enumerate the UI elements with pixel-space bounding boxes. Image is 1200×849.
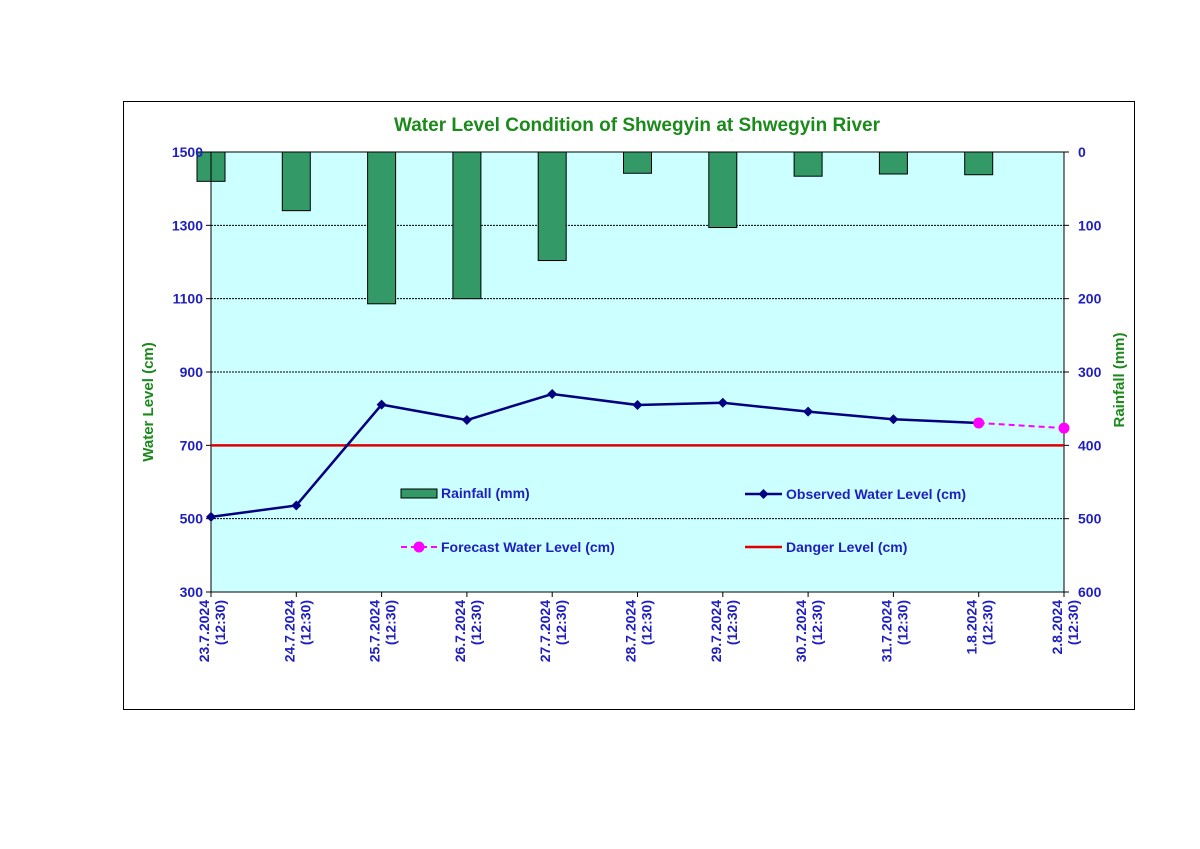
chart-title: Water Level Condition of Shwegyin at Shw… bbox=[394, 115, 881, 136]
y-left-tick-label: 500 bbox=[180, 511, 204, 527]
y-right-tick-label: 500 bbox=[1078, 511, 1102, 527]
observed-water-level-line bbox=[210, 392, 979, 519]
observed-point bbox=[632, 400, 643, 410]
rainfall-bar bbox=[537, 151, 567, 262]
rainfall-bar bbox=[452, 151, 482, 300]
rainfall-bar bbox=[964, 151, 994, 176]
legend-forecast-label: Forecast Water Level (cm) bbox=[441, 539, 615, 555]
y-right-tick-label: 200 bbox=[1078, 291, 1102, 307]
y-left-tick-label: 1500 bbox=[172, 144, 203, 160]
rainfall-bar bbox=[623, 151, 652, 174]
observed-point bbox=[803, 406, 814, 417]
forecast-water-level-line bbox=[978, 421, 1065, 430]
legend-observed-label: Observed Water Level (cm) bbox=[786, 486, 966, 502]
y-left-tick-label: 300 bbox=[180, 584, 204, 600]
observed-point bbox=[291, 500, 302, 511]
y-right-axis-label: Rainfall (mm) bbox=[1111, 332, 1128, 427]
observed-point bbox=[717, 397, 728, 408]
legend-rainfall-swatch bbox=[400, 488, 438, 499]
x-tick-label-time: (12:30) bbox=[383, 600, 399, 645]
x-tick-label-date: 2.8.2024 bbox=[1049, 600, 1065, 655]
x-tick-label-time: (12:30) bbox=[553, 600, 569, 645]
y-left-tick-label: 700 bbox=[180, 437, 204, 453]
x-tick-label-date: 25.7.2024 bbox=[367, 600, 383, 662]
forecast-point bbox=[973, 417, 985, 429]
observed-point bbox=[376, 399, 387, 410]
y-left-tick-label: 1100 bbox=[173, 291, 204, 307]
x-tick-label-date: 27.7.2024 bbox=[537, 600, 553, 662]
x-tick-label-date: 28.7.2024 bbox=[623, 600, 639, 662]
rainfall-bar bbox=[281, 151, 311, 212]
legend-rainfall-label: Rainfall (mm) bbox=[441, 485, 530, 501]
y-right-tick-label: 400 bbox=[1078, 437, 1102, 453]
y-right-tick-label: 0 bbox=[1078, 144, 1086, 160]
x-tick-label-time: (12:30) bbox=[894, 600, 910, 645]
x-tick-label-date: 1.8.2024 bbox=[964, 600, 980, 655]
rainfall-bar bbox=[367, 151, 397, 305]
x-tick-label-date: 24.7.2024 bbox=[281, 600, 297, 662]
x-tick-label-date: 29.7.2024 bbox=[708, 600, 724, 662]
forecast-point bbox=[1058, 422, 1070, 434]
y-right-tick-label: 300 bbox=[1078, 364, 1102, 380]
observed-point bbox=[461, 415, 472, 426]
observed-point bbox=[888, 414, 899, 425]
x-tick-label-time: (12:30) bbox=[297, 600, 313, 645]
x-tick-label-time: (12:30) bbox=[809, 600, 825, 645]
rainfall-bar bbox=[878, 151, 908, 175]
x-tick-label-date: 31.7.2024 bbox=[878, 600, 894, 662]
x-tick-label-date: 26.7.2024 bbox=[452, 600, 468, 662]
rainfall-bar bbox=[793, 151, 823, 177]
x-tick-label-time: (12:30) bbox=[724, 600, 740, 645]
legend-danger-label: Danger Level (cm) bbox=[786, 539, 907, 555]
legend-observed-marker bbox=[758, 489, 769, 499]
x-tick-label-time: (12:30) bbox=[639, 600, 655, 645]
observed-point bbox=[206, 511, 216, 522]
x-tick-label-time: (12:30) bbox=[980, 600, 996, 645]
y-right-tick-label: 600 bbox=[1078, 584, 1102, 600]
x-tick-label-date: 23.7.2024 bbox=[196, 600, 212, 662]
observed-point bbox=[547, 389, 558, 399]
rainfall-bar bbox=[708, 151, 738, 229]
x-tick-label-time: (12:30) bbox=[212, 600, 228, 645]
y-right-tick-label: 100 bbox=[1078, 217, 1102, 233]
x-tick-label-time: (12:30) bbox=[1065, 600, 1081, 645]
y-left-axis-label: Water Level (cm) bbox=[140, 342, 157, 461]
legend-forecast-marker bbox=[413, 541, 425, 553]
x-tick-label-date: 30.7.2024 bbox=[793, 600, 809, 662]
y-left-tick-label: 1300 bbox=[172, 217, 203, 233]
y-left-tick-label: 900 bbox=[180, 364, 204, 380]
x-tick-label-time: (12:30) bbox=[468, 600, 484, 645]
